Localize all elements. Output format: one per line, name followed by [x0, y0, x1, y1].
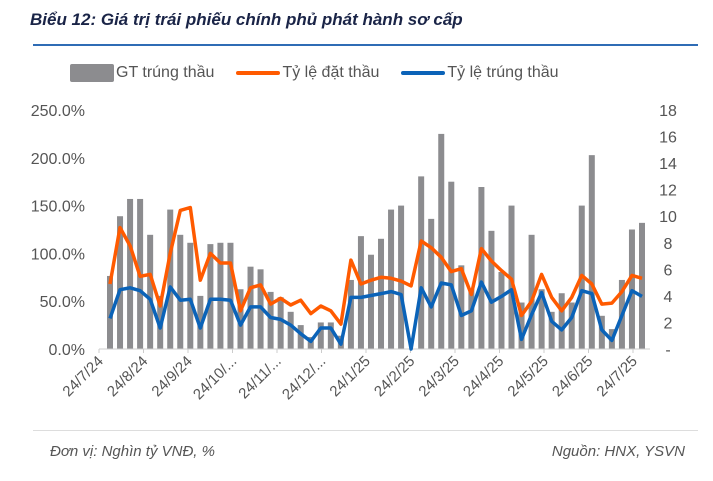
bar	[187, 242, 194, 349]
chart-title: Biểu 12: Giá trị trái phiếu chính phủ ph…	[30, 10, 463, 29]
legend-swatch-bid-ratio	[236, 71, 281, 75]
x-tick-label: 24/10/...	[190, 353, 240, 403]
bar	[458, 265, 465, 349]
bar	[317, 322, 324, 349]
bid-ratio-line	[108, 205, 643, 326]
legend-swatch-win-ratio	[401, 71, 446, 75]
bar	[518, 302, 525, 349]
bar	[488, 230, 495, 349]
bar	[568, 302, 575, 349]
y-right-tick-label: 18	[659, 103, 677, 120]
bar	[428, 218, 435, 349]
y-right-tick-label: 2	[664, 315, 673, 332]
bar	[217, 242, 224, 349]
x-tick-label: 24/8/24	[104, 353, 151, 400]
y-right-tick-label: 4	[664, 289, 673, 306]
bar	[117, 216, 124, 349]
x-tick-label: 24/12/...	[279, 353, 329, 403]
bar	[227, 242, 234, 349]
bar	[418, 176, 425, 349]
bar	[538, 289, 545, 349]
y-left-tick-label: 0.0%	[49, 342, 85, 359]
bar	[347, 279, 354, 349]
bar	[398, 205, 405, 349]
y-right-tick-label: 16	[659, 130, 677, 147]
legend-label: GT trúng thầu	[116, 64, 215, 81]
source-note: Nguồn: HNX, YSVN	[551, 443, 685, 460]
legend-label: Tỷ lệ đặt thầu	[282, 64, 380, 81]
legend: GT trúng thầu Tỷ lệ đặt thầu Tỷ lệ trúng…	[70, 64, 559, 82]
bar	[357, 236, 364, 349]
bar	[639, 222, 645, 349]
bar	[167, 209, 174, 349]
legend-swatch-bars	[70, 64, 114, 82]
bar	[528, 234, 535, 349]
x-tick-label: 24/7/24	[59, 353, 106, 400]
y-right-tick-label: 14	[659, 156, 677, 173]
bar	[107, 275, 113, 349]
footer-divider	[33, 430, 698, 431]
bar	[558, 293, 565, 349]
x-tick-label: 24/7/25	[593, 353, 640, 400]
legend-item-bars: GT trúng thầu	[70, 64, 214, 82]
y-left-tick-label: 200.0%	[31, 151, 85, 168]
x-tick-label: 24/1/25	[326, 353, 373, 400]
bar	[267, 291, 274, 349]
bar	[237, 289, 244, 349]
legend-item-bid-ratio: Tỷ lệ đặt thầu	[236, 64, 379, 82]
y-right-tick-label: 6	[664, 262, 673, 279]
y-right-tick-label: 12	[659, 183, 677, 200]
bar	[548, 311, 555, 349]
x-tick-label: 24/4/25	[460, 353, 507, 400]
x-tick-label: 24/3/25	[415, 353, 462, 400]
bar	[327, 322, 334, 349]
y-left-tick-label: 50.0%	[40, 294, 85, 311]
bar	[147, 234, 154, 349]
bar	[297, 325, 304, 349]
x-tick-label: 24/6/25	[549, 353, 596, 400]
y-left-tick-label: 150.0%	[31, 199, 85, 216]
bar	[177, 234, 184, 349]
bar	[277, 297, 284, 349]
y-left-tick-label: 250.0%	[31, 103, 85, 120]
title-divider	[33, 44, 698, 46]
bar	[367, 254, 374, 349]
bar	[438, 133, 445, 349]
x-tick-label: 24/2/25	[371, 353, 418, 400]
bar	[478, 187, 485, 349]
bar	[197, 295, 204, 349]
x-tick-label: 24/11/...	[235, 353, 285, 403]
bar	[287, 311, 294, 349]
bar	[448, 181, 455, 349]
legend-item-win-ratio: Tỷ lệ trúng thầu	[401, 64, 559, 82]
bar	[588, 155, 595, 349]
y-right-tick-label: 10	[659, 209, 677, 226]
legend-label: Tỷ lệ trúng thầu	[447, 64, 559, 81]
bar	[498, 271, 505, 349]
bar	[127, 198, 134, 349]
bar	[207, 244, 214, 349]
x-tick-label: 24/5/25	[504, 353, 551, 400]
y-right-tick-label: 8	[664, 236, 673, 253]
y-right-tick-label: -	[665, 342, 670, 359]
bar	[468, 289, 475, 349]
x-tick-label: 24/9/24	[148, 353, 195, 400]
y-left-tick-label: 100.0%	[31, 246, 85, 263]
unit-note: Đơn vị: Nghìn tỷ VNĐ, %	[50, 443, 215, 460]
win-ratio-line	[108, 280, 643, 351]
